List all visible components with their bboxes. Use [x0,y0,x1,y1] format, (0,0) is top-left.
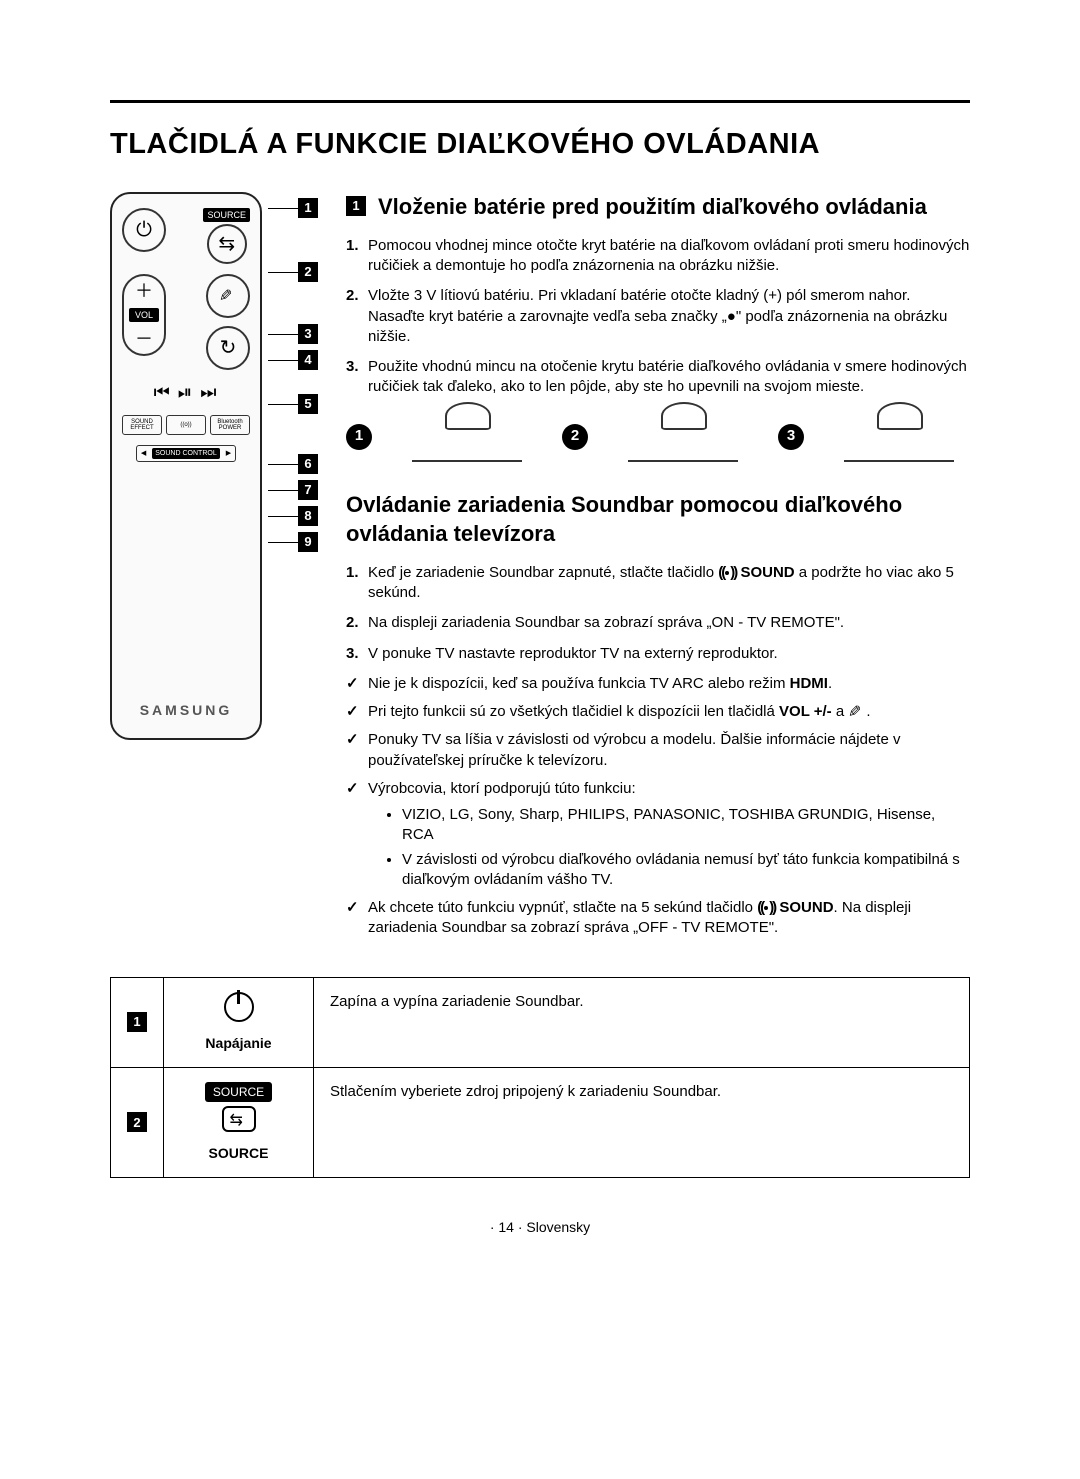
fn-desc-2: Stlačením vyberiete zdroj pripojený k za… [314,1067,970,1177]
fig-num-2: 2 [562,424,588,450]
callout-1: 1 [298,198,318,218]
playback-row: ⏮⏯⏭ [154,380,219,404]
battery-step-3: Použite vhodnú mincu na otočenie krytu b… [346,357,970,398]
power-label: Napájanie [180,1034,297,1053]
battery-step-2: Vložte 3 V lítiovú batériu. Pri vkladaní… [346,286,970,347]
tv-remote-notes: Nie je k dispozícii, keď sa používa funk… [346,674,970,939]
fig-num-3: 3 [778,424,804,450]
source-button: ⇆ [207,224,247,264]
note-vol: Pri tejto funkcii sú zo všetkých tlačidi… [346,702,970,722]
section-insert-battery-title: 1 Vloženie batérie pred použitím diaľkov… [346,192,970,222]
battery-illustration: 1 2 3 [346,412,970,462]
brand-logo: SAMSUNG [140,701,233,720]
callout-7: 7 [298,480,318,500]
power-icon [224,992,254,1022]
source-icon: SOURCE [205,1082,272,1102]
callout-2: 2 [298,262,318,282]
note-manufacturers: Výrobcovia, ktorí podporujú túto funkciu… [346,779,970,890]
callout-8: 8 [298,506,318,526]
table-row: 1 Napájanie Zapína a vypína zariadenie S… [111,977,970,1067]
page-footer: · 14 · Slovensky [110,1218,970,1237]
source-label: SOURCE [203,208,250,222]
page-title: TLAČIDLÁ A FUNKCIE DIAĽKOVÉHO OVLÁDANIA [110,125,970,164]
callout-6: 6 [298,454,318,474]
manufacturer-compat: V závislosti od výrobcu diaľkového ovlád… [402,850,970,891]
tv-remote-steps: Keď je zariadenie Soundbar zapnuté, stla… [346,563,970,664]
fig-num-1: 1 [346,424,372,450]
fn-desc-1: Zapína a vypína zariadenie Soundbar. [314,977,970,1067]
volume-rocker: ＋ VOL － [122,274,166,356]
source-label-cell: SOURCE [180,1144,297,1163]
tv-step-1: Keď je zariadenie Soundbar zapnuté, stla… [346,563,970,604]
callout-5: 5 [298,394,318,414]
battery-steps: Pomocou vhodnej mince otočte kryt batéri… [346,236,970,398]
callout-9: 9 [298,532,318,552]
tv-step-2: Na displeji zariadenia Soundbar sa zobra… [346,613,970,633]
source-arrow-icon [222,1106,256,1132]
repeat-button: ↻ [206,326,250,370]
function-table: 1 Napájanie Zapína a vypína zariadenie S… [110,977,970,1179]
note-hdmi: Nie je k dispozícii, keď sa používa funk… [346,674,970,694]
bt-power-button: Bluetooth POWER [210,415,250,435]
manufacturer-list: VIZIO, LG, Sony, Sharp, PHILIPS, PANASON… [402,805,970,846]
mute-button [206,274,250,318]
fn-num-2: 2 [127,1112,147,1132]
remote-figure: ⏻ SOURCE ⇆ ＋ VOL － ↻ [110,192,318,740]
note-menus: Ponuky TV sa líšia v závislosti od výrob… [346,730,970,771]
battery-step-1: Pomocou vhodnej mince otočte kryt batéri… [346,236,970,277]
surround-sound-button: ((o)) [166,415,206,435]
tv-step-3: V ponuke TV nastavte reproduktor TV na e… [346,644,970,664]
power-button: ⏻ [122,208,166,252]
section-tv-remote-title: Ovládanie zariadenia Soundbar pomocou di… [346,490,970,549]
mute-icon [848,705,866,719]
table-row: 2 SOURCE SOURCE Stlačením vyberiete zdro… [111,1067,970,1177]
sound-control-row: ◀ SOUND CONTROL ▶ [136,445,236,462]
callout-4: 4 [298,350,318,370]
note-off: Ak chcete túto funkciu vypnúť, stlačte n… [346,898,970,939]
sound-effect-button: SOUND EFFECT [122,415,162,435]
fn-num-1: 1 [127,1012,147,1032]
callout-3: 3 [298,324,318,344]
